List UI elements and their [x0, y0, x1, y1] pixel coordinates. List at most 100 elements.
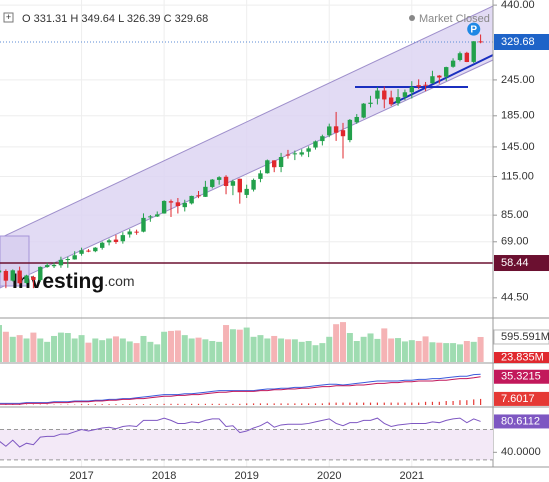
candle-body: [65, 259, 70, 261]
candle-body: [210, 179, 215, 187]
volume-bar: [0, 325, 2, 362]
candle-body: [368, 102, 373, 104]
candle-body: [388, 97, 394, 105]
candle-body: [148, 216, 153, 218]
candle-body: [10, 270, 15, 281]
candle-body: [258, 173, 263, 179]
histogram-bar: [473, 399, 475, 405]
volume-bar: [44, 341, 51, 362]
candle-body: [340, 130, 346, 137]
volume-bar: [9, 336, 16, 362]
volume-bar: [57, 332, 64, 362]
volume-bar: [236, 329, 243, 362]
rsi-band: [0, 429, 493, 460]
histogram-bar: [397, 402, 399, 405]
volume-label: 23.835M: [501, 351, 544, 363]
histogram-bar: [259, 403, 262, 405]
histogram-bar: [273, 403, 275, 405]
expand-plus: +: [6, 12, 11, 22]
candle-body: [299, 152, 304, 155]
candle-body: [141, 217, 146, 232]
volume-bar: [333, 324, 340, 362]
candle-body: [168, 201, 174, 203]
x-tick-label: 2019: [234, 470, 258, 482]
y-tick-label: 85.00: [501, 209, 529, 221]
histogram-bar: [191, 403, 193, 405]
candle-body: [409, 86, 414, 93]
histogram-bar: [321, 403, 323, 405]
volume-bar: [291, 339, 298, 362]
volume-label: 595.591M: [501, 331, 549, 343]
histogram-bar: [170, 403, 172, 405]
histogram-bar: [424, 401, 427, 405]
volume-tag: [494, 352, 549, 363]
candle-body: [230, 181, 236, 186]
volume-bar: [319, 343, 326, 362]
volume-bar: [174, 330, 181, 362]
rsi-tag: [494, 414, 549, 429]
volume-bar: [223, 325, 230, 362]
event-marker-label: P: [470, 25, 477, 36]
candle-body: [44, 265, 50, 268]
watermark: Investing.com: [12, 270, 135, 293]
candle-body: [327, 126, 332, 136]
candle-body: [265, 160, 270, 174]
volume-bar: [181, 335, 188, 362]
candle-body: [203, 186, 208, 197]
volume-bar: [133, 343, 140, 362]
histogram-bar: [129, 404, 131, 405]
histogram-bar: [108, 404, 110, 405]
volume-bar: [346, 333, 353, 362]
candle-body: [38, 266, 43, 281]
histogram-bar: [197, 403, 200, 405]
volume-bar: [284, 339, 291, 362]
x-tick-label: 2017: [69, 470, 93, 482]
histogram-bar: [136, 404, 138, 405]
candle-body: [272, 160, 277, 168]
volume-bar: [195, 337, 202, 362]
histogram-bar: [342, 402, 344, 405]
y-tick-label: 440.00: [501, 0, 535, 11]
volume-bar: [243, 327, 250, 362]
indicator-line: [0, 376, 481, 405]
candle-body: [216, 177, 222, 180]
ohlc-o: O 331.31 H 349.64 L 326.39 C 329.68: [22, 13, 208, 25]
histogram-bar: [94, 404, 96, 405]
volume-tag: [493, 329, 549, 345]
candle-body: [120, 235, 126, 242]
candle-body: [17, 270, 22, 284]
histogram-bar: [225, 403, 227, 405]
volume-bar: [147, 341, 154, 362]
indicator-label: 7.6017: [501, 393, 535, 405]
candle-body: [320, 136, 325, 142]
volume-bar: [436, 342, 443, 362]
candle-body: [106, 240, 112, 243]
header: + O 331.31 H 349.64 L 326.39 C 329.68 Ma…: [3, 12, 490, 25]
candle-body: [134, 231, 139, 233]
indicator-line: [0, 373, 481, 404]
volume-bar: [2, 331, 9, 362]
volume-bar: [470, 341, 477, 362]
volume-bar: [443, 343, 450, 362]
volume-bar: [278, 338, 285, 362]
candle-body: [471, 41, 476, 62]
histogram-bar: [184, 403, 186, 405]
candle-body: [100, 242, 105, 248]
volume-bar: [367, 333, 374, 362]
candle-body: [402, 92, 408, 97]
histogram-bar: [156, 404, 158, 405]
expand-icon[interactable]: [3, 12, 14, 23]
volume-bar: [51, 335, 58, 362]
histogram-bar: [335, 402, 337, 405]
volume-bar: [408, 340, 415, 362]
candle-body: [306, 148, 311, 152]
candle-body: [382, 90, 387, 100]
histogram-bar: [287, 403, 289, 405]
histogram-bar: [80, 404, 83, 405]
histogram-bar: [280, 403, 282, 405]
volume-bar: [463, 341, 470, 362]
volume-bar: [112, 336, 119, 362]
candle-body: [361, 103, 366, 118]
histogram-bar: [177, 403, 179, 405]
candle-body: [189, 195, 194, 204]
